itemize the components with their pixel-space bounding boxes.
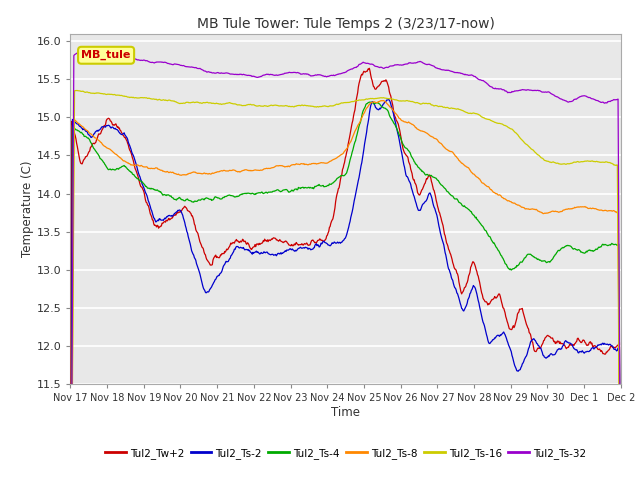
Legend: Tul2_Tw+2, Tul2_Ts-2, Tul2_Ts-4, Tul2_Ts-8, Tul2_Ts-16, Tul2_Ts-32: Tul2_Tw+2, Tul2_Ts-2, Tul2_Ts-4, Tul2_Ts…	[100, 444, 591, 463]
Title: MB Tule Tower: Tule Temps 2 (3/23/17-now): MB Tule Tower: Tule Temps 2 (3/23/17-now…	[196, 17, 495, 31]
Text: MB_tule: MB_tule	[81, 50, 131, 60]
Y-axis label: Temperature (C): Temperature (C)	[21, 160, 34, 257]
X-axis label: Time: Time	[331, 406, 360, 419]
